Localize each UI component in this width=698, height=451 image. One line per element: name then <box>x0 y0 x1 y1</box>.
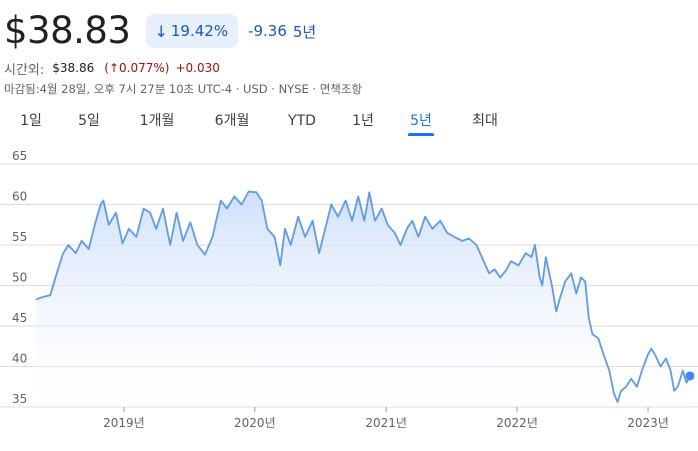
tab-5y[interactable]: 5년 <box>408 108 434 136</box>
y-tick-label: 60 <box>12 190 27 204</box>
after-hours-change: +0.030 <box>175 61 220 75</box>
after-hours-row: 시간외: $38.86 (↑0.077%) +0.030 <box>4 58 220 78</box>
quote-header: $38.83 ↓ 19.42% -9.36 5년 <box>4 8 316 54</box>
x-tick-label: 2023년 <box>627 416 669 430</box>
area-layer <box>35 190 695 407</box>
price-chart-svg: 35 40 45 50 55 60 65 2019년 2020년 2021년 2022년 2023년 <box>0 149 698 430</box>
change-badge: ↓ 19.42% <box>146 14 239 48</box>
current-price-marker <box>685 371 695 381</box>
range-tabs: 1일 5일 1개월 6개월 YTD 1년 5년 최대 <box>0 108 698 136</box>
range-label: 5년 <box>292 22 317 41</box>
x-tick-label: 2020년 <box>234 416 276 430</box>
tab-max[interactable]: 최대 <box>472 113 498 129</box>
tab-5d[interactable]: 5일 <box>78 113 100 129</box>
change-absolute: -9.36 <box>248 22 287 40</box>
x-tick-label: 2019년 <box>103 416 145 430</box>
tab-1d[interactable]: 1일 <box>20 113 42 129</box>
y-tick-label: 40 <box>12 352 27 366</box>
after-hours-label: 시간외: <box>4 62 45 78</box>
price-area-fill <box>36 191 690 407</box>
x-tick-label: 2021년 <box>365 416 407 430</box>
after-hours-price: $38.86 <box>52 61 95 75</box>
price-line <box>35 190 691 403</box>
tab-ytd[interactable]: YTD <box>288 113 316 129</box>
y-tick-label: 50 <box>12 271 27 285</box>
current-price: $38.83 <box>4 9 131 52</box>
change-percent: 19.42% <box>170 22 229 40</box>
axis-layer: 35 40 45 50 55 60 65 2019년 2020년 2021년 2022년 2023년 <box>12 149 669 430</box>
after-hours-percent: (↑0.077%) <box>104 61 170 75</box>
tab-6m[interactable]: 6개월 <box>214 113 250 129</box>
arrow-down-icon: ↓ <box>154 21 168 41</box>
tab-1m[interactable]: 1개월 <box>139 113 175 129</box>
y-tick-label: 45 <box>12 311 27 325</box>
y-tick-label: 55 <box>12 230 27 244</box>
market-status-meta: 마감됨:4월 28일, 오후 7시 27분 10초 UTC-4 · USD · … <box>4 82 363 96</box>
tab-1y[interactable]: 1년 <box>352 113 374 129</box>
y-tick-label: 65 <box>12 150 27 163</box>
y-tick-label: 35 <box>12 392 27 406</box>
price-chart[interactable]: 35 40 45 50 55 60 65 2019년 2020년 2021년 2022년 2023년 <box>0 149 698 447</box>
x-tick-label: 2022년 <box>496 416 538 430</box>
